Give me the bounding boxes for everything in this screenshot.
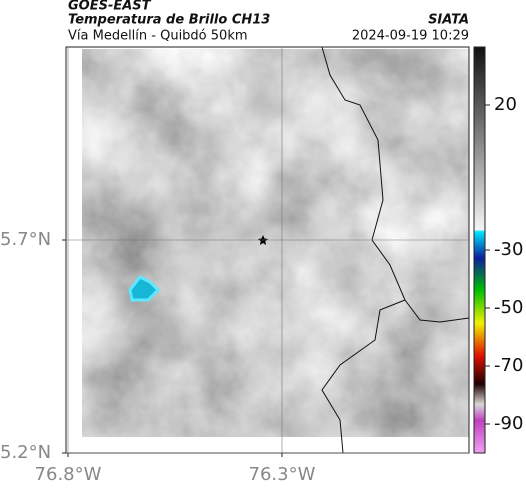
x-tick-label: 76.8°W: [35, 464, 102, 485]
header: GOES-EAST Temperatura de Brillo CH13 SIA…: [68, 0, 469, 44]
borders: [321, 46, 470, 454]
colorbar-tick-label: -90: [494, 413, 523, 434]
source: SIATA: [428, 13, 469, 28]
satellite: GOES-EAST: [68, 0, 152, 14]
cold-cloud: [128, 275, 161, 302]
cloud-imagery: [82, 49, 469, 437]
colorbar-tick-label: -30: [494, 239, 523, 260]
colorbar-tick-label: 20: [494, 94, 517, 115]
x-tick-label: 76.3°W: [249, 464, 316, 485]
map-area: [65, 46, 470, 454]
y-tick-label: 5.7°N: [0, 229, 51, 250]
y-tick-label: 5.2°N: [0, 442, 51, 463]
product: Temperatura de Brillo CH13: [68, 13, 270, 28]
route: Vía Medellín - Quibdó 50km: [68, 29, 248, 44]
datetime: 2024-09-19 10:29: [352, 29, 469, 44]
colorbar-tick-label: -70: [494, 355, 523, 376]
colorbar-tick-label: -50: [494, 297, 523, 318]
colorbar: [473, 46, 486, 454]
